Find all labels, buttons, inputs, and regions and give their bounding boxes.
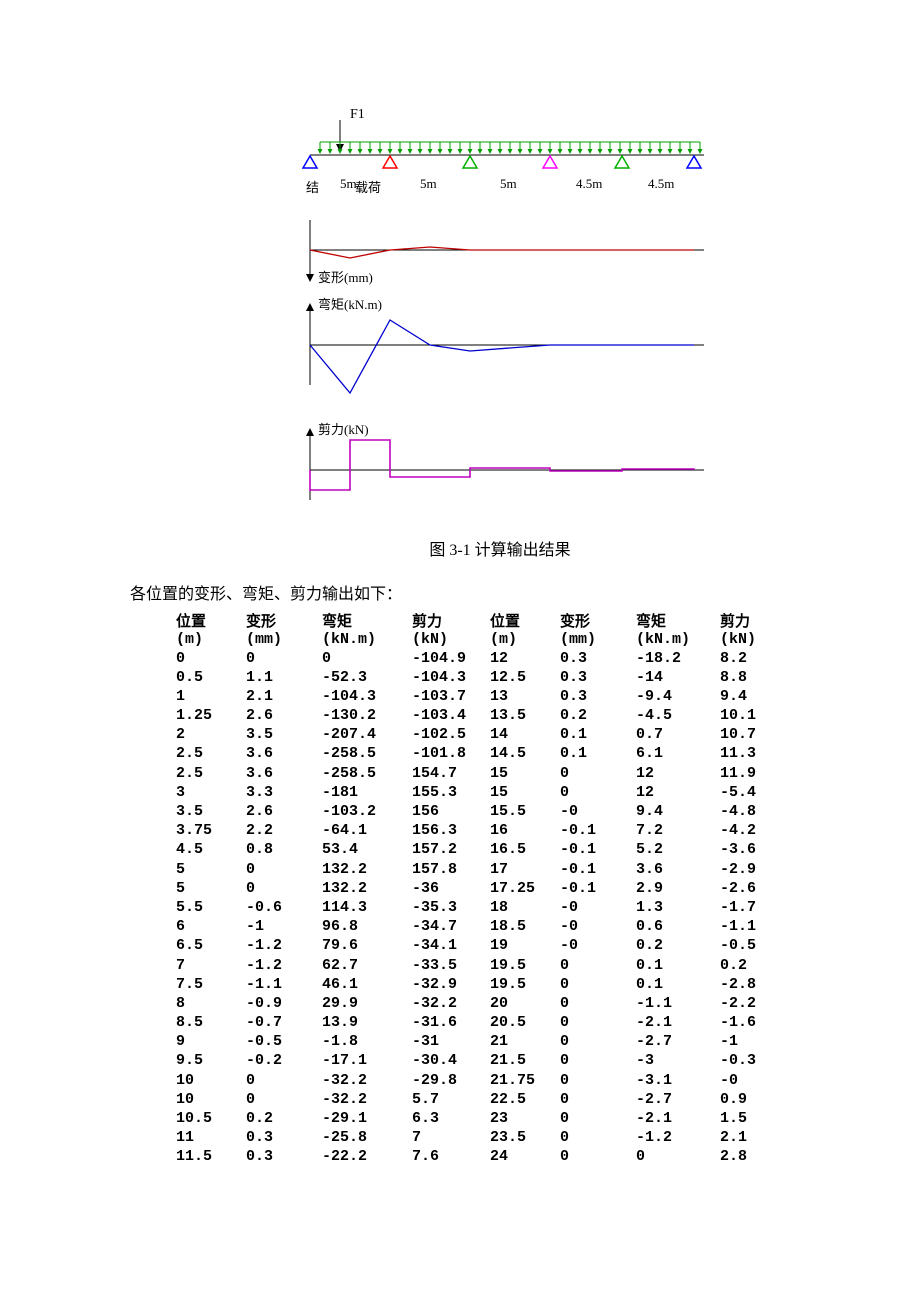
table-row: 100-32.2-29.8	[170, 1071, 484, 1090]
table-row: 19.500.10.2	[484, 956, 782, 975]
table-row: 19.500.1-2.8	[484, 975, 782, 994]
shear-axis-label: 剪力(kN)	[318, 422, 369, 437]
table-row: 14.50.16.111.3	[484, 744, 782, 763]
table-row: 7.5-1.146.1-32.9	[170, 975, 484, 994]
label-load: 载荷	[355, 180, 381, 195]
table-row: 16-0.17.2-4.2	[484, 821, 782, 840]
table-row: 24002.8	[484, 1147, 782, 1166]
table-row: 11.50.3-22.27.6	[170, 1147, 484, 1166]
table-row: 9-0.5-1.8-31	[170, 1032, 484, 1051]
table-row: 16.5-0.15.2-3.6	[484, 840, 782, 859]
table-row: 18-01.3-1.7	[484, 898, 782, 917]
table-row: 3.752.2-64.1156.3	[170, 821, 484, 840]
table-row: 1501211.9	[484, 764, 782, 783]
table-row: 4.50.853.4157.2	[170, 840, 484, 859]
table-row: 0.51.1-52.3-104.3	[170, 668, 484, 687]
table-row: 19-00.2-0.5	[484, 936, 782, 955]
table-row: 110.3-25.87	[170, 1128, 484, 1147]
table-row: 18.5-00.6-1.1	[484, 917, 782, 936]
table-row: 140.10.710.7	[484, 725, 782, 744]
f1-label: F1	[350, 107, 365, 122]
results-tables: 位置(m) 变形(mm) 弯矩(kN.m) 剪力(kN) 000-104.9 0…	[170, 614, 920, 1167]
table-row: 8-0.929.9-32.2	[170, 994, 484, 1013]
table-row: 230-2.11.5	[484, 1109, 782, 1128]
table-row: 100-32.25.7	[170, 1090, 484, 1109]
table-row: 7-1.262.7-33.5	[170, 956, 484, 975]
figure-block: F1 5m5m5m4.5m4.5m 结 载荷 变形(mm)	[300, 100, 750, 530]
table-row: 6.5-1.279.6-34.1	[170, 936, 484, 955]
table-row: 15.5-09.4-4.8	[484, 802, 782, 821]
table-row: 50132.2-36	[170, 879, 484, 898]
table-row: 1.252.6-130.2-103.4	[170, 706, 484, 725]
table-row: 9.5-0.2-17.1-30.4	[170, 1051, 484, 1070]
table-row: 130.3-9.49.4	[484, 687, 782, 706]
table-row: 10.50.2-29.16.3	[170, 1109, 484, 1128]
table-row: 20.50-2.1-1.6	[484, 1013, 782, 1032]
distributed-load	[318, 142, 703, 154]
span-labels: 5m5m5m4.5m4.5m	[340, 176, 674, 191]
table-row: 22.50-2.70.9	[484, 1090, 782, 1109]
supports	[303, 156, 701, 168]
svg-text:5m: 5m	[500, 176, 517, 191]
table-row: 12.50.3-148.8	[484, 668, 782, 687]
table-row: 13.50.2-4.510.1	[484, 706, 782, 725]
table-row: 21.750-3.1-0	[484, 1071, 782, 1090]
table-row: 2.53.6-258.5154.7	[170, 764, 484, 783]
results-table-right: 位置(m) 变形(mm) 弯矩(kN.m) 剪力(kN) 120.3-18.28…	[484, 614, 782, 1167]
deflection-axis-label: 变形(mm)	[318, 270, 373, 285]
table-row: 5.5-0.6114.3-35.3	[170, 898, 484, 917]
table-row: 23.50-1.22.1	[484, 1128, 782, 1147]
table-row: 15012-5.4	[484, 783, 782, 802]
table-row: 21.50-3-0.3	[484, 1051, 782, 1070]
svg-text:4.5m: 4.5m	[648, 176, 674, 191]
beam-diagrams-svg: F1 5m5m5m4.5m4.5m 结 载荷 变形(mm)	[300, 100, 730, 530]
deflection-diagram: 变形(mm)	[306, 220, 704, 285]
intro-text: 各位置的变形、弯矩、剪力输出如下：	[130, 580, 920, 604]
table-row: 17-0.13.6-2.9	[484, 860, 782, 879]
results-table-left: 位置(m) 变形(mm) 弯矩(kN.m) 剪力(kN) 000-104.9 0…	[170, 614, 484, 1167]
table-row: 23.5-207.4-102.5	[170, 725, 484, 744]
svg-text:4.5m: 4.5m	[576, 176, 602, 191]
svg-text:5m: 5m	[420, 176, 437, 191]
table-row: 3.52.6-103.2156	[170, 802, 484, 821]
shear-diagram: 剪力(kN)	[306, 422, 704, 500]
label-jie: 结	[306, 180, 319, 195]
table-row: 50132.2157.8	[170, 860, 484, 879]
table-row: 12.1-104.3-103.7	[170, 687, 484, 706]
table-row: 210-2.7-1	[484, 1032, 782, 1051]
table-row: 6-196.8-34.7	[170, 917, 484, 936]
figure-caption: 图 3-1 计算输出结果	[200, 536, 800, 560]
table-row: 2.53.6-258.5-101.8	[170, 744, 484, 763]
moment-diagram: 弯矩(kN.m)	[306, 297, 704, 393]
moment-axis-label: 弯矩(kN.m)	[318, 297, 382, 312]
table-row: 000-104.9	[170, 649, 484, 668]
table-row: 33.3-181155.3	[170, 783, 484, 802]
table-row: 120.3-18.28.2	[484, 649, 782, 668]
table-row: 8.5-0.713.9-31.6	[170, 1013, 484, 1032]
table-row: 200-1.1-2.2	[484, 994, 782, 1013]
table-row: 17.25-0.12.9-2.6	[484, 879, 782, 898]
